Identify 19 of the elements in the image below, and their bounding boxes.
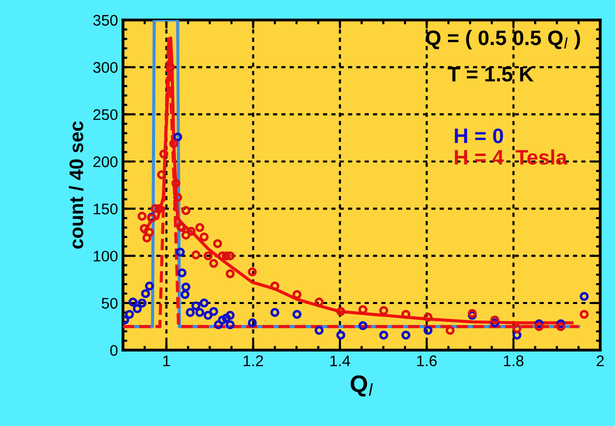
text: H = 0 (454, 128, 504, 144)
y-tick-label: 150 (94, 204, 118, 214)
x-tick-label: 2 (596, 355, 604, 366)
x-tick-label: 1.6 (417, 355, 437, 366)
annotation: Q = ( 0.5 0.5 Q$_{l}$ ) (426, 30, 580, 50)
y-tick-label: 200 (93, 156, 118, 168)
text: H = 4 Tesla (454, 149, 568, 165)
x-tick-label: 1 (163, 356, 170, 366)
y-tick-label: 300 (93, 62, 118, 73)
y-tick-label: 350 (93, 14, 118, 26)
y-tick-label: 0 (110, 345, 118, 356)
x-tick-label: 1.2 (244, 355, 264, 366)
x-tick-label: 1.8 (504, 355, 524, 366)
y-tick-label: 50 (102, 298, 118, 309)
y-tick-label: 250 (93, 109, 118, 120)
y-axis-title: count / 40 sec (68, 121, 84, 249)
x-axis-title: Q$_{l}$ (350, 375, 373, 397)
x-tick-label: 1.4 (330, 356, 350, 366)
y-tick-label: 100 (94, 250, 118, 262)
